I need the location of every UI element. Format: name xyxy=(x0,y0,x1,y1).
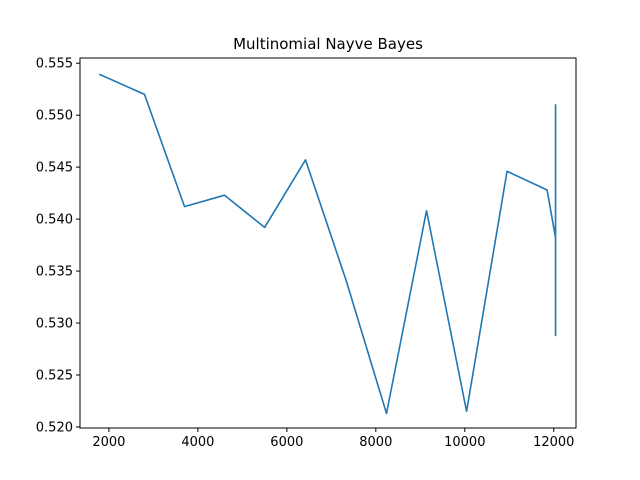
y-tick-label: 0.520 xyxy=(36,420,73,435)
x-tick-label: 4000 xyxy=(181,435,214,450)
plot-area xyxy=(80,58,576,428)
y-tick-label: 0.545 xyxy=(36,161,73,176)
y-tick-label: 0.525 xyxy=(36,368,73,383)
y-tick-label: 0.540 xyxy=(36,213,73,228)
y-tick-label: 0.535 xyxy=(36,265,73,280)
chart-title: Multinomial Nayve Bayes xyxy=(233,35,423,53)
x-tick-label: 12000 xyxy=(533,435,574,450)
x-tick-label: 10000 xyxy=(444,435,485,450)
y-tick-label: 0.550 xyxy=(36,109,73,124)
x-tick-label: 6000 xyxy=(270,435,303,450)
y-tick-label: 0.555 xyxy=(36,57,73,72)
series-layer xyxy=(98,73,557,415)
x-axis: 2000 4000 6000 8000 10000 12000 xyxy=(92,428,574,450)
series-line-0 xyxy=(98,73,557,415)
y-axis: 0.520 0.525 0.530 0.535 0.540 0.545 0.550 0.555 xyxy=(36,57,80,435)
plot-frame xyxy=(79,57,577,429)
x-tick-label: 8000 xyxy=(359,435,392,450)
x-tick-label: 2000 xyxy=(92,435,125,450)
y-tick-label: 0.530 xyxy=(36,317,73,332)
